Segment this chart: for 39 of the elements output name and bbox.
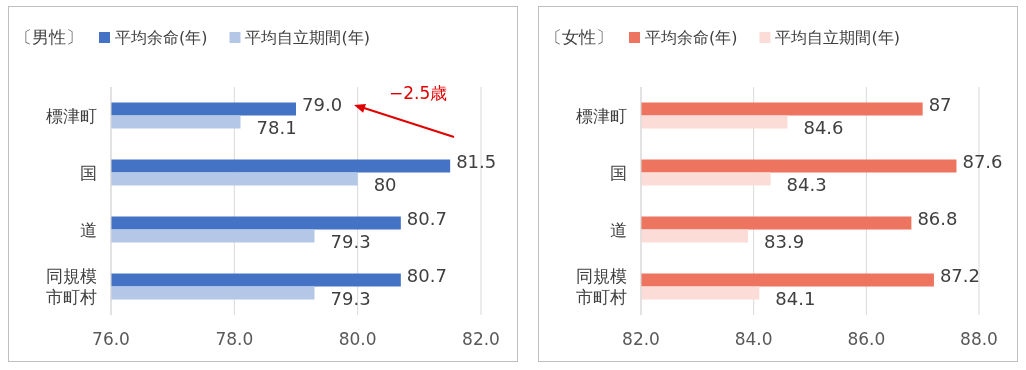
- chart-title: 〔女性〕: [545, 27, 613, 47]
- y-tick-label: 同規模市町村: [46, 266, 97, 307]
- x-tick-label: 78.0: [215, 329, 254, 349]
- x-tick-label: 86.0: [847, 329, 886, 349]
- data-label: 80: [373, 174, 397, 195]
- y-tick-label: 同規模市町村: [576, 266, 627, 307]
- data-label: 83.9: [764, 231, 805, 252]
- x-tick-label: 82.0: [462, 329, 500, 349]
- chart-title: 〔男性〕: [15, 27, 83, 47]
- y-tick-label: 道: [80, 219, 97, 240]
- data-label: 84.1: [775, 288, 816, 309]
- legend-label: 平均余命(年): [645, 28, 738, 47]
- data-label: 79.3: [330, 288, 371, 309]
- data-label: 79.3: [330, 231, 371, 252]
- x-tick-label: 84.0: [734, 329, 773, 349]
- data-label: 87: [928, 94, 952, 115]
- data-label: 84.6: [803, 117, 844, 138]
- y-tick-label: 国: [80, 162, 97, 183]
- data-label: 86.8: [917, 208, 958, 229]
- data-label: 80.7: [406, 208, 447, 229]
- x-tick-label: 76.0: [92, 329, 130, 349]
- y-tick-label: 道: [610, 219, 627, 240]
- data-label: 81.5: [456, 151, 497, 172]
- data-label: 84.3: [786, 174, 827, 195]
- x-tick-label: 88.0: [960, 329, 998, 349]
- legend-label: 平均自立期間(年): [245, 28, 370, 47]
- data-label: 87.6: [962, 151, 1003, 172]
- data-label: 78.1: [256, 117, 297, 138]
- x-tick-label: 80.0: [338, 329, 377, 349]
- legend-label: 平均自立期間(年): [775, 28, 900, 47]
- y-tick-label: 国: [610, 162, 627, 183]
- data-label: 87.2: [939, 265, 981, 286]
- x-tick-label: 82.0: [622, 329, 660, 349]
- y-tick-label: 標津町: [576, 105, 627, 126]
- annotation: −2.5歳: [389, 83, 448, 103]
- data-label: 80.7: [406, 265, 447, 286]
- y-tick-label: 標津町: [46, 105, 97, 126]
- data-label: 79.0: [302, 94, 343, 115]
- legend-label: 平均余命(年): [115, 28, 208, 47]
